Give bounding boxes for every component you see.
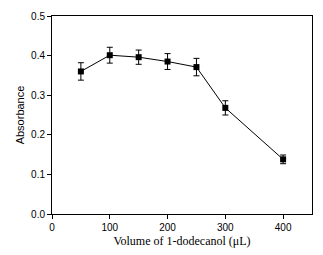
svg-text:400: 400 xyxy=(275,222,292,233)
svg-text:0.2: 0.2 xyxy=(31,129,45,140)
svg-text:0.1: 0.1 xyxy=(31,169,45,180)
svg-text:Volume of 1-dodecanol (μL): Volume of 1-dodecanol (μL) xyxy=(113,234,250,248)
svg-text:0.3: 0.3 xyxy=(31,90,45,101)
svg-text:200: 200 xyxy=(159,222,176,233)
svg-text:Absorbance: Absorbance xyxy=(14,86,26,145)
svg-text:0.5: 0.5 xyxy=(31,11,45,22)
svg-text:300: 300 xyxy=(217,222,234,233)
svg-text:0.0: 0.0 xyxy=(31,209,45,220)
svg-text:100: 100 xyxy=(101,222,118,233)
svg-text:0.4: 0.4 xyxy=(31,50,45,61)
svg-text:0: 0 xyxy=(49,222,55,233)
